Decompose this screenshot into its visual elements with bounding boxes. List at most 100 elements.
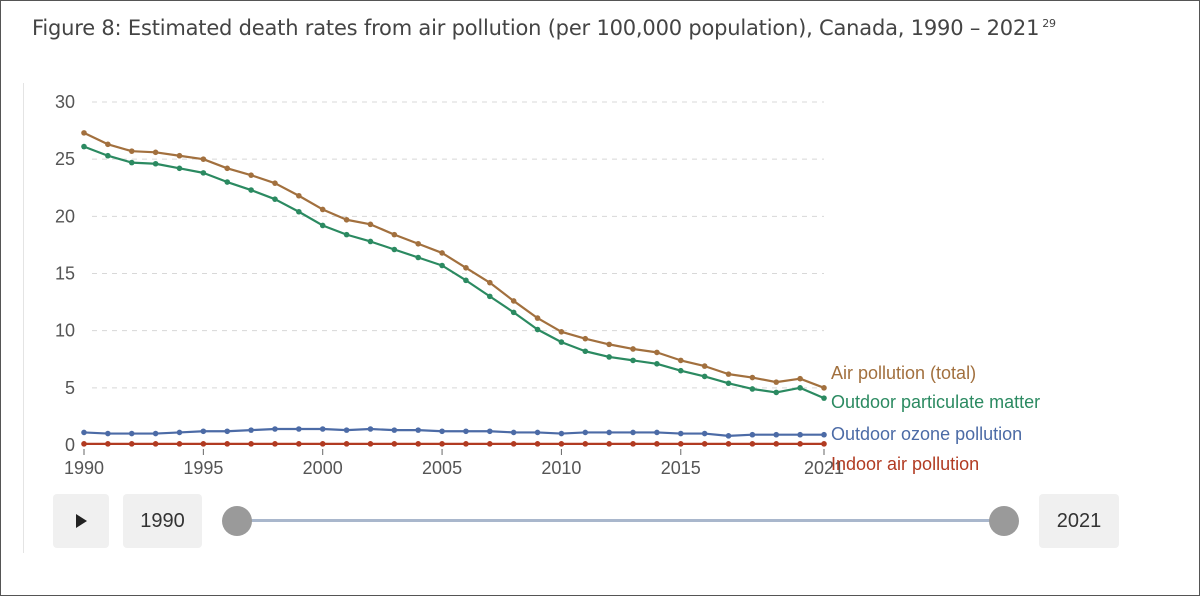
data-point xyxy=(367,221,374,228)
data-point xyxy=(582,335,589,342)
data-point xyxy=(749,431,756,438)
data-point xyxy=(296,426,302,432)
y-tick-label: 5 xyxy=(65,378,75,398)
data-point xyxy=(105,441,111,447)
data-point xyxy=(821,431,827,438)
data-point xyxy=(797,385,803,391)
data-point xyxy=(367,441,374,447)
data-point xyxy=(439,428,445,435)
data-point xyxy=(128,430,135,437)
x-tick-label: 1990 xyxy=(64,458,104,478)
data-point xyxy=(558,430,565,437)
play-button[interactable] xyxy=(53,494,109,548)
x-tick-label: 1995 xyxy=(183,458,223,478)
data-point xyxy=(582,348,589,355)
x-tick-label: 2000 xyxy=(303,458,343,478)
series-line xyxy=(83,131,825,389)
data-point xyxy=(534,441,541,447)
data-point xyxy=(152,430,159,437)
data-point xyxy=(176,165,183,172)
data-point xyxy=(654,361,660,367)
data-point xyxy=(677,367,684,374)
data-point xyxy=(606,429,612,436)
data-point xyxy=(81,441,87,447)
data-point xyxy=(81,130,87,136)
data-point xyxy=(606,341,612,348)
data-point xyxy=(797,431,803,438)
series-line xyxy=(83,427,824,437)
data-point xyxy=(749,386,756,392)
data-point xyxy=(248,427,254,433)
data-point xyxy=(606,354,612,360)
data-point xyxy=(701,373,708,380)
data-point xyxy=(701,430,708,437)
timeline-start-handle[interactable] xyxy=(222,506,252,536)
data-point xyxy=(272,426,278,432)
y-tick-label: 10 xyxy=(55,321,75,341)
data-point xyxy=(152,441,159,447)
data-point xyxy=(415,427,421,433)
data-point xyxy=(725,371,732,377)
play-icon xyxy=(75,514,87,528)
data-point xyxy=(654,349,660,356)
data-point xyxy=(152,149,159,156)
y-tick-label: 15 xyxy=(55,264,75,284)
data-point xyxy=(415,441,421,447)
data-point xyxy=(439,250,445,256)
data-point xyxy=(463,277,469,284)
data-point xyxy=(510,441,517,447)
data-point xyxy=(200,441,207,447)
data-point xyxy=(319,441,326,447)
data-point xyxy=(248,187,254,193)
data-point xyxy=(582,429,589,436)
data-point xyxy=(81,429,87,436)
data-point xyxy=(558,441,565,447)
data-point xyxy=(105,430,111,437)
data-point xyxy=(463,428,469,435)
data-point xyxy=(773,379,780,385)
data-point xyxy=(749,441,756,447)
chart-left-border xyxy=(23,83,24,553)
y-tick-label: 30 xyxy=(55,92,75,112)
data-point xyxy=(248,172,254,178)
series-label: Outdoor particulate matter xyxy=(831,392,1040,412)
data-point xyxy=(630,429,636,436)
data-point xyxy=(797,441,803,447)
data-point xyxy=(677,441,684,447)
data-point xyxy=(510,429,517,436)
data-point xyxy=(463,264,469,271)
x-tick-label: 2005 xyxy=(422,458,462,478)
end-year-box[interactable]: 2021 xyxy=(1039,494,1119,548)
data-point xyxy=(773,441,780,447)
data-point xyxy=(272,196,278,202)
data-point xyxy=(176,429,183,436)
data-point xyxy=(128,159,135,166)
data-point xyxy=(725,380,732,387)
data-point xyxy=(725,433,732,439)
timeline-end-handle[interactable] xyxy=(989,506,1019,536)
data-point xyxy=(319,426,326,432)
data-point xyxy=(677,430,684,437)
data-point xyxy=(343,427,350,433)
data-point xyxy=(367,426,374,432)
start-year-box[interactable]: 1990 xyxy=(123,494,202,548)
data-point xyxy=(487,428,493,435)
data-point xyxy=(415,254,421,261)
timeline-track[interactable] xyxy=(237,519,1004,522)
data-point xyxy=(773,431,780,438)
data-point xyxy=(558,329,565,335)
data-point xyxy=(200,156,207,162)
data-point xyxy=(343,441,350,447)
data-point xyxy=(487,441,493,447)
data-point xyxy=(224,179,231,185)
data-point xyxy=(176,152,183,159)
data-point xyxy=(296,208,302,215)
data-point xyxy=(296,192,302,199)
data-point xyxy=(81,143,87,150)
data-point xyxy=(224,428,231,435)
data-point xyxy=(200,170,207,176)
data-point xyxy=(510,298,517,304)
series-label: Air pollution (total) xyxy=(831,363,976,383)
y-tick-label: 25 xyxy=(55,149,75,169)
x-tick-label: 2021 xyxy=(804,458,844,478)
